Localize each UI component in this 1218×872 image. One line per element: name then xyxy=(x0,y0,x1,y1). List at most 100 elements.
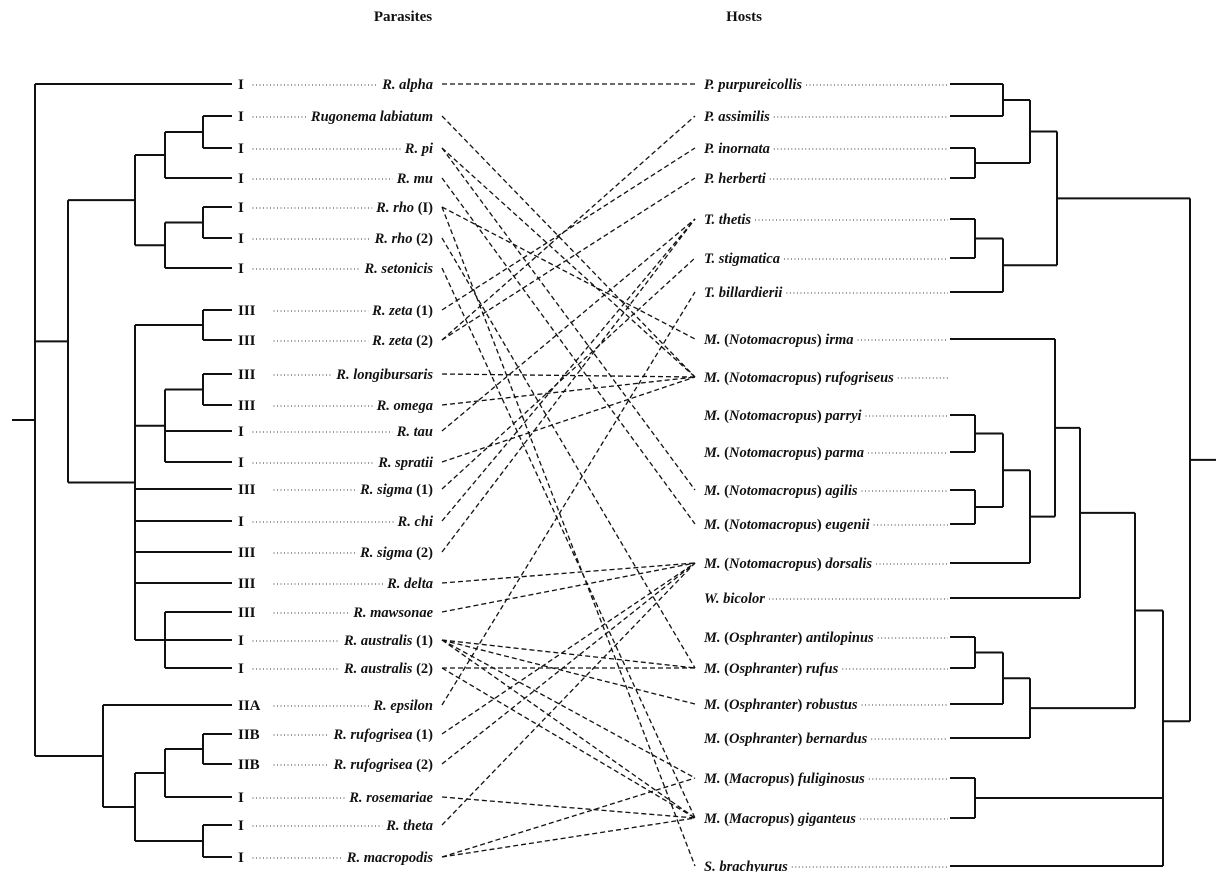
hosts-header: Hosts xyxy=(726,9,762,25)
host-leaf: T. thetis xyxy=(704,212,948,228)
clade-label: I xyxy=(238,109,244,125)
association-line xyxy=(441,177,696,341)
parasite-leaf: I R. pi xyxy=(238,141,433,157)
association-line xyxy=(441,796,696,819)
parasite-leaf: I R. mu xyxy=(238,171,433,187)
parasite-name: R. zeta (1) xyxy=(371,303,433,319)
parasite-name: R. rosemariae xyxy=(348,790,433,806)
host-leaf: M. (Macropus) fuliginosus xyxy=(703,771,948,787)
association-line xyxy=(441,218,696,432)
parasite-name: R. rho (I) xyxy=(375,200,433,216)
association-line xyxy=(441,257,696,490)
association-line xyxy=(441,237,696,669)
parasite-name: R. mu xyxy=(396,171,433,187)
association-line xyxy=(441,562,696,584)
host-leaf: M. (Notomacropus) agilis xyxy=(703,483,948,499)
clade-label: III xyxy=(238,545,256,561)
parasite-name: R. delta xyxy=(386,576,433,592)
host-name: P. herberti xyxy=(704,171,766,187)
association-line xyxy=(441,562,696,613)
host-leaf: S. brachyurus xyxy=(704,859,948,872)
host-name: M. (Notomacropus) rufogriseus xyxy=(703,370,894,386)
parasite-leaf: III R. delta xyxy=(238,576,433,592)
clade-label: I xyxy=(238,141,244,157)
parasite-name: Rugonema labiatum xyxy=(310,109,433,125)
parasite-name: R. sigma (1) xyxy=(359,482,433,498)
host-name: S. brachyurus xyxy=(704,859,788,872)
clade-label: I xyxy=(238,231,244,247)
clade-label: I xyxy=(238,424,244,440)
host-name: M. (Macropus) fuliginosus xyxy=(703,771,865,787)
host-leaf: M. (Notomacropus) irma xyxy=(703,332,948,348)
host-name: M. (Macropus) giganteus xyxy=(703,811,856,827)
host-leaf: M. (Osphranter) bernardus xyxy=(703,731,948,747)
association-line xyxy=(441,777,696,858)
parasite-leaf: I R. theta xyxy=(238,818,433,834)
host-leaf: M. (Osphranter) robustus xyxy=(703,697,948,713)
association-line xyxy=(441,639,696,779)
host-name: T. thetis xyxy=(704,212,751,228)
clade-label: IIA xyxy=(238,698,261,714)
host-name: M. (Notomacropus) irma xyxy=(703,332,854,348)
association-line xyxy=(441,562,696,826)
parasite-leaf: III R. sigma (2) xyxy=(238,545,433,561)
parasite-leaf: I R. rosemariae xyxy=(238,790,434,806)
parasite-name: R. theta xyxy=(385,818,433,834)
association-line xyxy=(441,218,696,553)
parasite-leaf: IIB R. rufogrisea (2) xyxy=(238,757,433,773)
clade-label: IIB xyxy=(238,757,260,773)
parasite-name: R. australis (2) xyxy=(343,661,433,677)
parasite-name: R. spratii xyxy=(377,455,433,471)
clade-label: I xyxy=(238,818,244,834)
association-line xyxy=(441,147,696,378)
parasite-name: R. alpha xyxy=(381,77,433,93)
clade-label: III xyxy=(238,605,256,621)
clade-label: I xyxy=(238,455,244,471)
parasite-leaf: I R. australis (1) xyxy=(238,633,433,649)
parasite-leaf: IIB R. rufogrisea (1) xyxy=(238,727,433,743)
parasite-name: R. tau xyxy=(396,424,433,440)
parasite-leaf: III R. omega xyxy=(238,398,433,414)
clade-label: IIB xyxy=(238,727,260,743)
parasite-name: R. epsilon xyxy=(372,698,433,714)
clade-label: I xyxy=(238,261,244,277)
host-name: M. (Notomacropus) agilis xyxy=(703,483,858,499)
association-line xyxy=(441,562,696,735)
host-leaf: T. billardierii xyxy=(704,285,948,301)
association-line xyxy=(441,376,696,406)
host-tree xyxy=(950,83,1216,867)
parasite-leaf: I Rugonema labiatum xyxy=(238,109,433,125)
association-line xyxy=(441,267,696,819)
association-line xyxy=(441,639,696,705)
clade-label: III xyxy=(238,303,256,319)
association-line xyxy=(441,115,696,341)
parasite-name: R. macropodis xyxy=(346,850,434,866)
clade-label: III xyxy=(238,398,256,414)
host-leaf: M. (Notomacropus) parma xyxy=(703,445,948,461)
clade-label: I xyxy=(238,850,244,866)
host-leaf: W. bicolor xyxy=(704,591,948,607)
clade-label: I xyxy=(238,514,244,530)
association-line xyxy=(441,667,696,819)
parasite-leaf: I R. australis (2) xyxy=(238,661,433,677)
clade-label: III xyxy=(238,333,256,349)
clade-label: I xyxy=(238,790,244,806)
host-name: M. (Notomacropus) parryi xyxy=(703,408,862,424)
parasite-leaf: I R. rho (2) xyxy=(238,231,433,247)
host-leaf: P. herberti xyxy=(704,171,948,187)
host-name: M. (Osphranter) robustus xyxy=(703,697,858,713)
association-line xyxy=(441,639,696,819)
host-name: T. stigmatica xyxy=(704,251,780,267)
host-name: M. (Notomacropus) parma xyxy=(703,445,864,461)
association-line xyxy=(441,147,696,491)
parasite-leaf: I R. tau xyxy=(238,424,433,440)
parasite-name: R. zeta (2) xyxy=(371,333,433,349)
parasite-leaf: I R. spratii xyxy=(238,455,433,471)
clade-label: I xyxy=(238,171,244,187)
host-name: M. (Osphranter) bernardus xyxy=(703,731,868,747)
parasites-header: Parasites xyxy=(374,9,432,25)
parasite-name: R. rho (2) xyxy=(374,231,434,247)
host-leaf: P. inornata xyxy=(704,141,948,157)
parasite-name: R. rufogrisea (2) xyxy=(332,757,433,773)
